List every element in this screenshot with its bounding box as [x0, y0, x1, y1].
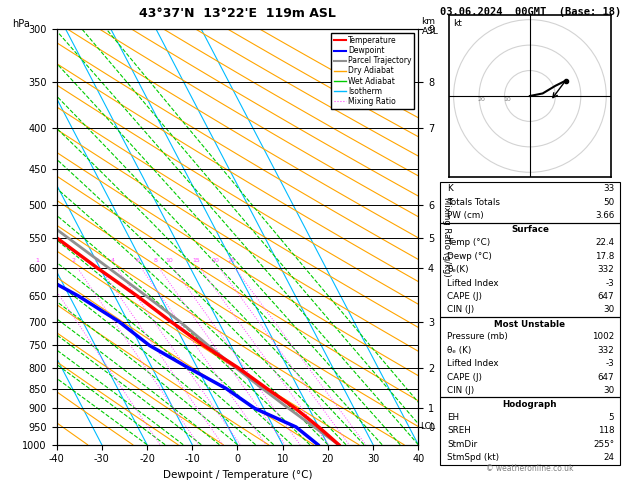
Text: 8: 8: [153, 258, 157, 262]
Text: 50: 50: [603, 198, 614, 207]
Text: θₑ (K): θₑ (K): [447, 346, 472, 355]
Text: 3: 3: [94, 258, 98, 262]
Text: 3.66: 3.66: [595, 211, 614, 220]
Text: 1002: 1002: [592, 332, 614, 341]
Text: 2: 2: [72, 258, 76, 262]
Text: -3: -3: [606, 359, 614, 368]
Text: Lifted Index: Lifted Index: [447, 278, 499, 288]
Text: 20: 20: [211, 258, 220, 262]
Text: StmDir: StmDir: [447, 440, 477, 449]
Text: CIN (J): CIN (J): [447, 305, 475, 314]
Text: CAPE (J): CAPE (J): [447, 373, 482, 382]
Text: 5: 5: [609, 413, 614, 422]
Text: 25: 25: [227, 258, 235, 262]
Text: LCL: LCL: [420, 422, 435, 432]
X-axis label: Dewpoint / Temperature (°C): Dewpoint / Temperature (°C): [163, 470, 312, 480]
Text: 10: 10: [503, 97, 511, 102]
Bar: [440, 398, 620, 465]
Text: 30: 30: [603, 305, 614, 314]
Text: 1: 1: [35, 258, 39, 262]
Text: 332: 332: [598, 346, 614, 355]
Text: Pressure (mb): Pressure (mb): [447, 332, 508, 341]
Text: CIN (J): CIN (J): [447, 386, 475, 395]
Text: Lifted Index: Lifted Index: [447, 359, 499, 368]
Text: 22.4: 22.4: [595, 238, 614, 247]
Text: Dewp (°C): Dewp (°C): [447, 252, 493, 260]
Text: CAPE (J): CAPE (J): [447, 292, 482, 301]
Y-axis label: Mixing Ratio (g/kg): Mixing Ratio (g/kg): [442, 197, 451, 277]
Text: θₑ(K): θₑ(K): [447, 265, 469, 274]
Text: Surface: Surface: [511, 226, 549, 234]
Text: K: K: [447, 185, 454, 193]
Text: 17.8: 17.8: [595, 252, 614, 260]
Text: 30: 30: [603, 386, 614, 395]
Bar: [440, 317, 620, 398]
Text: ASL: ASL: [421, 27, 438, 36]
Bar: [440, 182, 620, 223]
Text: 6: 6: [135, 258, 139, 262]
Text: 24: 24: [603, 453, 614, 462]
Legend: Temperature, Dewpoint, Parcel Trajectory, Dry Adiabat, Wet Adiabat, Isotherm, Mi: Temperature, Dewpoint, Parcel Trajectory…: [331, 33, 415, 109]
Bar: [440, 223, 620, 317]
Text: 332: 332: [598, 265, 614, 274]
Text: Most Unstable: Most Unstable: [494, 320, 565, 329]
Text: EH: EH: [447, 413, 460, 422]
Text: 33: 33: [603, 185, 614, 193]
Text: kt: kt: [454, 19, 462, 29]
Text: -3: -3: [606, 278, 614, 288]
Text: 647: 647: [598, 373, 614, 382]
Text: © weatheronline.co.uk: © weatheronline.co.uk: [486, 464, 574, 473]
Text: SREH: SREH: [447, 426, 471, 435]
Text: 15: 15: [192, 258, 200, 262]
Text: Temp (°C): Temp (°C): [447, 238, 491, 247]
Text: StmSpd (kt): StmSpd (kt): [447, 453, 499, 462]
Text: Totals Totals: Totals Totals: [447, 198, 501, 207]
Text: 118: 118: [598, 426, 614, 435]
Text: km: km: [421, 17, 435, 26]
Text: 03.06.2024  00GMT  (Base: 18): 03.06.2024 00GMT (Base: 18): [440, 7, 621, 17]
Text: 4: 4: [111, 258, 115, 262]
Text: 10: 10: [165, 258, 173, 262]
Text: 43°37'N  13°22'E  119m ASL: 43°37'N 13°22'E 119m ASL: [139, 7, 336, 20]
Text: PW (cm): PW (cm): [447, 211, 484, 220]
Text: 255°: 255°: [593, 440, 614, 449]
Text: Hodograph: Hodograph: [503, 400, 557, 409]
Text: hPa: hPa: [13, 19, 30, 30]
Text: 20: 20: [477, 97, 486, 102]
Text: 647: 647: [598, 292, 614, 301]
